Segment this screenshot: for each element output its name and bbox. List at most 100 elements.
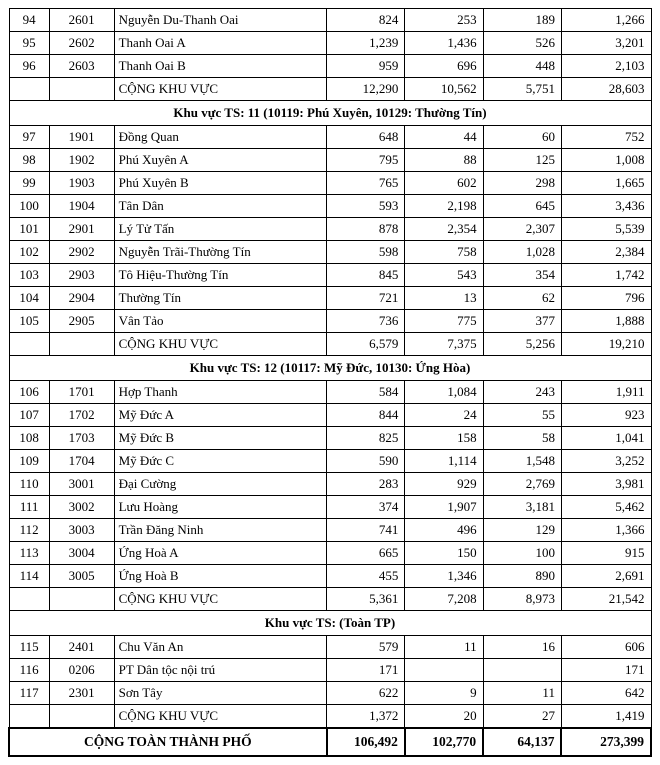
row-name: Tân Dân (114, 195, 327, 218)
row-code: 3004 (49, 542, 114, 565)
row-name: Ứng Hoà B (114, 565, 327, 588)
row-code: 3001 (49, 473, 114, 496)
row-index: 116 (9, 659, 49, 682)
section-header-row: Khu vực TS: (Toàn TP) (9, 611, 651, 636)
row-v4: 915 (561, 542, 651, 565)
row-v2: 1,114 (405, 450, 483, 473)
subtotal-v3: 8,973 (483, 588, 561, 611)
row-code: 1901 (49, 126, 114, 149)
subtotal-label: CỘNG KHU VỰC (114, 333, 327, 356)
row-name: Trần Đăng Ninh (114, 519, 327, 542)
subtotal-v4: 28,603 (561, 78, 651, 101)
subtotal-v3: 5,751 (483, 78, 561, 101)
row-v3: 448 (483, 55, 561, 78)
row-v2: 929 (405, 473, 483, 496)
row-index: 98 (9, 149, 49, 172)
row-v1: 590 (327, 450, 405, 473)
subtotal-v3: 5,256 (483, 333, 561, 356)
table-row: 1133004Ứng Hoà A665150100915 (9, 542, 651, 565)
subtotal-label: CỘNG KHU VỰC (114, 78, 327, 101)
row-code: 3002 (49, 496, 114, 519)
row-code: 3003 (49, 519, 114, 542)
row-v4: 606 (561, 636, 651, 659)
row-v2: 758 (405, 241, 483, 264)
subtotal-label: CỘNG KHU VỰC (114, 588, 327, 611)
row-index: 102 (9, 241, 49, 264)
row-code: 1904 (49, 195, 114, 218)
row-index: 100 (9, 195, 49, 218)
row-code: 2602 (49, 32, 114, 55)
row-v2: 13 (405, 287, 483, 310)
row-name: Hợp Thanh (114, 381, 327, 404)
row-name: Mỹ Đức C (114, 450, 327, 473)
table-row: 1143005Ứng Hoà B4551,3468902,691 (9, 565, 651, 588)
table-row: 962603Thanh Oai B9596964482,103 (9, 55, 651, 78)
row-index: 114 (9, 565, 49, 588)
subtotal-v4: 21,542 (561, 588, 651, 611)
row-v3: 1,028 (483, 241, 561, 264)
row-v3: 129 (483, 519, 561, 542)
row-v2: 9 (405, 682, 483, 705)
row-name: Lưu Hoàng (114, 496, 327, 519)
row-v2: 24 (405, 404, 483, 427)
row-code: 1703 (49, 427, 114, 450)
row-index: 113 (9, 542, 49, 565)
row-name: Ứng Hoà A (114, 542, 327, 565)
subtotal-v1: 5,361 (327, 588, 405, 611)
row-name: Sơn Tây (114, 682, 327, 705)
row-v4: 796 (561, 287, 651, 310)
row-v4: 1,041 (561, 427, 651, 450)
row-v4: 2,384 (561, 241, 651, 264)
row-v4: 642 (561, 682, 651, 705)
row-v1: 736 (327, 310, 405, 333)
subtotal-row: CỘNG KHU VỰC12,29010,5625,75128,603 (9, 78, 651, 101)
row-v1: 1,239 (327, 32, 405, 55)
row-v3: 3,181 (483, 496, 561, 519)
table-row: 1152401Chu Văn An5791116606 (9, 636, 651, 659)
row-name: Vân Tảo (114, 310, 327, 333)
table-row: 942601Nguyễn Du-Thanh Oai8242531891,266 (9, 9, 651, 32)
row-v1: 741 (327, 519, 405, 542)
row-v4: 923 (561, 404, 651, 427)
row-v2: 696 (405, 55, 483, 78)
section-header-row: Khu vực TS: 12 (10117: Mỹ Đức, 10130: Ứn… (9, 356, 651, 381)
table-row: 1012901Lý Tử Tấn8782,3542,3075,539 (9, 218, 651, 241)
row-index: 110 (9, 473, 49, 496)
subtotal-row: CỘNG KHU VỰC6,5797,3755,25619,210 (9, 333, 651, 356)
row-v1: 283 (327, 473, 405, 496)
row-index: 112 (9, 519, 49, 542)
row-code: 1701 (49, 381, 114, 404)
row-v2: 775 (405, 310, 483, 333)
subtotal-blank (9, 705, 49, 729)
row-v3: 189 (483, 9, 561, 32)
row-v3: 354 (483, 264, 561, 287)
row-v1: 878 (327, 218, 405, 241)
row-v4: 171 (561, 659, 651, 682)
row-v1: 579 (327, 636, 405, 659)
row-v2: 2,198 (405, 195, 483, 218)
subtotal-blank (49, 78, 114, 101)
row-v4: 3,201 (561, 32, 651, 55)
row-name: Thường Tín (114, 287, 327, 310)
row-code: 2902 (49, 241, 114, 264)
row-v4: 3,436 (561, 195, 651, 218)
row-name: Phú Xuyên A (114, 149, 327, 172)
row-index: 117 (9, 682, 49, 705)
row-name: Phú Xuyên B (114, 172, 327, 195)
row-v4: 1,008 (561, 149, 651, 172)
row-name: Mỹ Đức A (114, 404, 327, 427)
row-name: PT Dân tộc nội trú (114, 659, 327, 682)
row-v4: 752 (561, 126, 651, 149)
table-row: 971901Đồng Quan6484460752 (9, 126, 651, 149)
row-code: 1702 (49, 404, 114, 427)
table-row: 952602Thanh Oai A1,2391,4365263,201 (9, 32, 651, 55)
row-index: 115 (9, 636, 49, 659)
row-v3: 243 (483, 381, 561, 404)
row-v4: 5,462 (561, 496, 651, 519)
row-v3: 16 (483, 636, 561, 659)
row-v2: 158 (405, 427, 483, 450)
row-v1: 622 (327, 682, 405, 705)
row-name: Nguyễn Trãi-Thường Tín (114, 241, 327, 264)
subtotal-v3: 27 (483, 705, 561, 729)
row-v3: 58 (483, 427, 561, 450)
